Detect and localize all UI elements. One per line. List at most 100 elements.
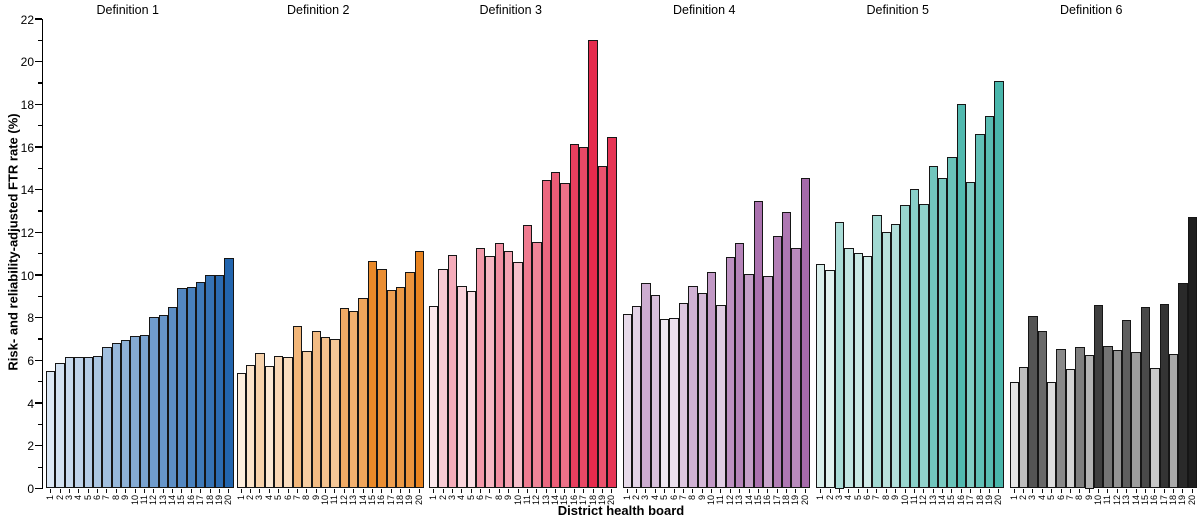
x-tick-label: 20: [223, 494, 234, 505]
x-tick-label: 20: [1186, 494, 1197, 505]
bar-def6-dhb5: [1047, 381, 1057, 489]
x-tick-label: 1: [815, 494, 826, 500]
y-tick-label: 18: [20, 97, 34, 112]
x-tick: [1182, 489, 1184, 494]
bar-def1-dhb20: [224, 258, 234, 489]
x-tick: [526, 489, 528, 494]
bar-def1-dhb7: [102, 346, 112, 489]
bar-def3-dhb15: [560, 183, 570, 489]
bar-def2-dhb5: [274, 356, 284, 489]
bar-def5-dhb19: [984, 116, 995, 489]
bar-def1-dhb6: [92, 356, 103, 489]
bar-def3-dhb8: [494, 243, 504, 489]
bar-def4-dhb5: [660, 318, 670, 489]
x-tick: [115, 489, 117, 494]
bar-def3-dhb14: [550, 171, 561, 489]
x-tick-label: 12: [148, 494, 159, 505]
x-tick: [1163, 489, 1165, 494]
bar-def4-dhb13: [735, 243, 745, 489]
bar-def6-dhb19: [1178, 282, 1188, 489]
bar-def3-dhb12: [532, 242, 542, 489]
x-tick: [172, 489, 174, 494]
x-tick: [979, 489, 981, 494]
bar-def5-dhb4: [844, 248, 854, 489]
y-minor-tick: [38, 125, 43, 127]
x-tick: [895, 489, 897, 494]
x-tick: [1051, 489, 1053, 494]
bar-def3-dhb18: [588, 40, 598, 489]
x-tick-label: 16: [1149, 494, 1160, 505]
panel-title-definition-6: Definition 6: [1059, 3, 1123, 17]
bar-def2-dhb13: [349, 311, 359, 489]
y-tick-label: 8: [27, 311, 34, 326]
x-tick: [442, 489, 444, 494]
bar-def6-dhb14: [1131, 351, 1141, 489]
bar-def2-dhb1: [236, 373, 246, 489]
bar-def3-dhb1: [429, 306, 439, 489]
y-minor-tick: [38, 210, 43, 212]
bar-def2-dhb7: [292, 326, 303, 489]
x-tick: [97, 489, 99, 494]
bar-def4-dhb4: [650, 295, 660, 489]
x-tick: [218, 489, 220, 494]
bar-def5-dhb9: [891, 223, 901, 489]
y-tick-label: 4: [27, 396, 34, 411]
x-tick: [573, 489, 575, 494]
x-tick: [1060, 489, 1062, 494]
x-tick: [913, 489, 915, 494]
bar-def6-dhb3: [1028, 315, 1038, 489]
x-tick: [480, 489, 482, 494]
x-tick: [664, 489, 666, 494]
bar-def5-dhb15: [947, 156, 957, 489]
bar-def4-dhb18: [781, 212, 792, 489]
x-tick: [1041, 489, 1043, 494]
x-tick: [461, 489, 463, 494]
bar-def2-dhb6: [283, 357, 293, 489]
x-tick: [645, 489, 647, 494]
y-tick-label: 16: [20, 140, 34, 155]
x-tick-label: 4: [73, 494, 84, 500]
bar-def5-dhb2: [825, 269, 835, 489]
bar-def5-dhb11: [909, 188, 920, 489]
bar-def5-dhb8: [881, 232, 891, 489]
x-tick: [998, 489, 1000, 494]
bar-def2-dhb10: [320, 336, 331, 489]
x-tick-label: 17: [578, 494, 589, 505]
bar-def2-dhb12: [339, 308, 349, 489]
x-tick-label: 20: [799, 494, 810, 505]
x-tick: [381, 489, 383, 494]
bar-def5-dhb20: [994, 80, 1004, 489]
bar-def4-dhb2: [631, 306, 642, 489]
bar-def5-dhb10: [900, 204, 910, 489]
bar-def1-dhb2: [55, 362, 65, 489]
x-tick: [748, 489, 750, 494]
bar-def2-dhb11: [330, 339, 340, 489]
x-tick: [564, 489, 566, 494]
bar-def1-dhb18: [205, 275, 215, 489]
x-tick: [857, 489, 859, 494]
bar-def3-dhb10: [513, 262, 523, 489]
x-tick: [390, 489, 392, 494]
x-tick: [1144, 489, 1146, 494]
y-major-tick: [35, 274, 43, 276]
x-tick: [153, 489, 155, 494]
bar-def1-dhb9: [121, 340, 131, 489]
y-major-tick: [35, 61, 43, 63]
bar-def4-dhb10: [706, 271, 717, 489]
x-tick: [278, 489, 280, 494]
bar-def3-dhb11: [522, 224, 533, 489]
y-minor-tick: [38, 167, 43, 170]
x-tick: [287, 489, 289, 494]
x-tick-label: 5: [659, 494, 670, 500]
x-tick: [143, 489, 145, 494]
bar-def3-dhb6: [475, 248, 486, 489]
bar-def6-dhb2: [1018, 366, 1029, 489]
y-major-tick: [35, 146, 43, 148]
x-tick: [654, 489, 656, 494]
x-tick: [795, 489, 797, 494]
x-tick: [87, 489, 89, 494]
y-major-tick: [35, 231, 43, 234]
bar-def6-dhb12: [1112, 349, 1122, 489]
bar-def1-dhb5: [83, 357, 93, 489]
bar-def4-dhb19: [791, 248, 801, 489]
